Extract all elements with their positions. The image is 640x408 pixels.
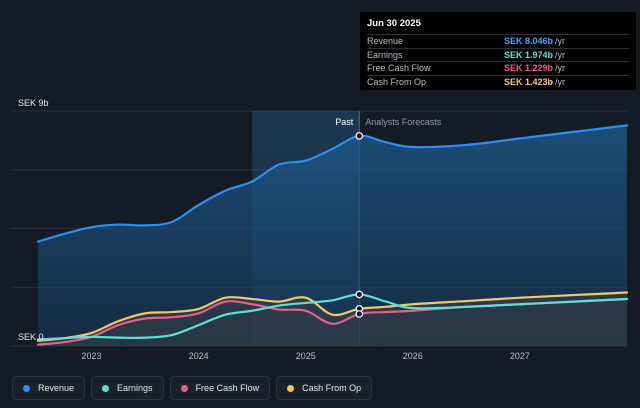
x-tick-label: 2027 [510,351,530,361]
revenue-marker [355,132,364,140]
tooltip-row-unit: /yr [555,36,566,47]
y-axis-top-label: SEK 9b [18,98,49,108]
axis-labels: SEK 9b SEK 0 Past Analysts Forecasts 2023 202… [18,98,530,361]
tooltip-row-value: SEK 1.229b [504,63,554,74]
legend-dot-icon [102,384,110,392]
tooltip-row-value: SEK 1.423b [504,76,554,87]
tooltip-row-unit: /yr [555,63,566,74]
tooltip-row-unit: /yr [555,49,566,60]
tooltip-row: Free Cash Flow SEK 1.229b/yr [367,61,629,75]
earnings-marker [355,290,364,299]
tooltip-row-unit: /yr [555,76,566,87]
cash-from-op-line [36,291,629,342]
tooltip-row-value: SEK 1.974b [504,49,554,60]
y-axis-bottom-label: SEK 0 [18,332,44,342]
legend-label: Earnings [117,383,153,393]
hover-tooltip: Jun 30 2025 Revenue SEK 8.046b/yr Earnings… [360,12,636,90]
legend-item-earnings[interactable]: Earnings [91,376,164,400]
earnings-line [36,293,629,341]
tooltip-row-label: Cash From Op [367,76,427,87]
legend: Revenue Earnings Free Cash Flow Cash From O… [12,376,373,400]
tooltip-row-label: Earnings [367,49,403,60]
tooltip-row: Cash From Op SEK 1.423b/yr [367,74,629,89]
past-label: Past [335,117,354,127]
forecast-label: Analysts Forecasts [365,117,442,127]
legend-item-revenue[interactable]: Revenue [12,376,86,400]
tooltip-row-label: Revenue [367,36,404,47]
tooltip-row-label: Free Cash Flow [367,63,431,74]
series-lines [36,124,629,346]
tooltip-row: Earnings SEK 1.974b/yr [367,47,629,62]
tooltip-row-value: SEK 8.046b [504,36,554,47]
legend-dot-icon [23,384,30,392]
legend-dot-icon [287,384,295,392]
x-tick-label: 2026 [403,351,423,361]
tooltip-row: Revenue SEK 8.046b/yr [367,34,629,48]
free-cash-flow-marker [355,310,364,318]
x-tick-label: 2024 [189,351,209,361]
legend-label: Cash From Op [302,383,362,393]
revenue-area [38,125,627,346]
x-tick-label: 2025 [296,351,316,361]
legend-item-free-cash-flow[interactable]: Free Cash Flow [169,376,271,400]
legend-label: Free Cash Flow [195,383,260,393]
revenue-line [36,124,629,243]
legend-dot-icon [180,384,188,392]
legend-label: Revenue [38,383,75,393]
legend-item-cash-from-op[interactable]: Cash From Op [276,376,373,400]
x-tick-label: 2023 [82,351,102,361]
tooltip-date: Jun 30 2025 [367,18,421,29]
